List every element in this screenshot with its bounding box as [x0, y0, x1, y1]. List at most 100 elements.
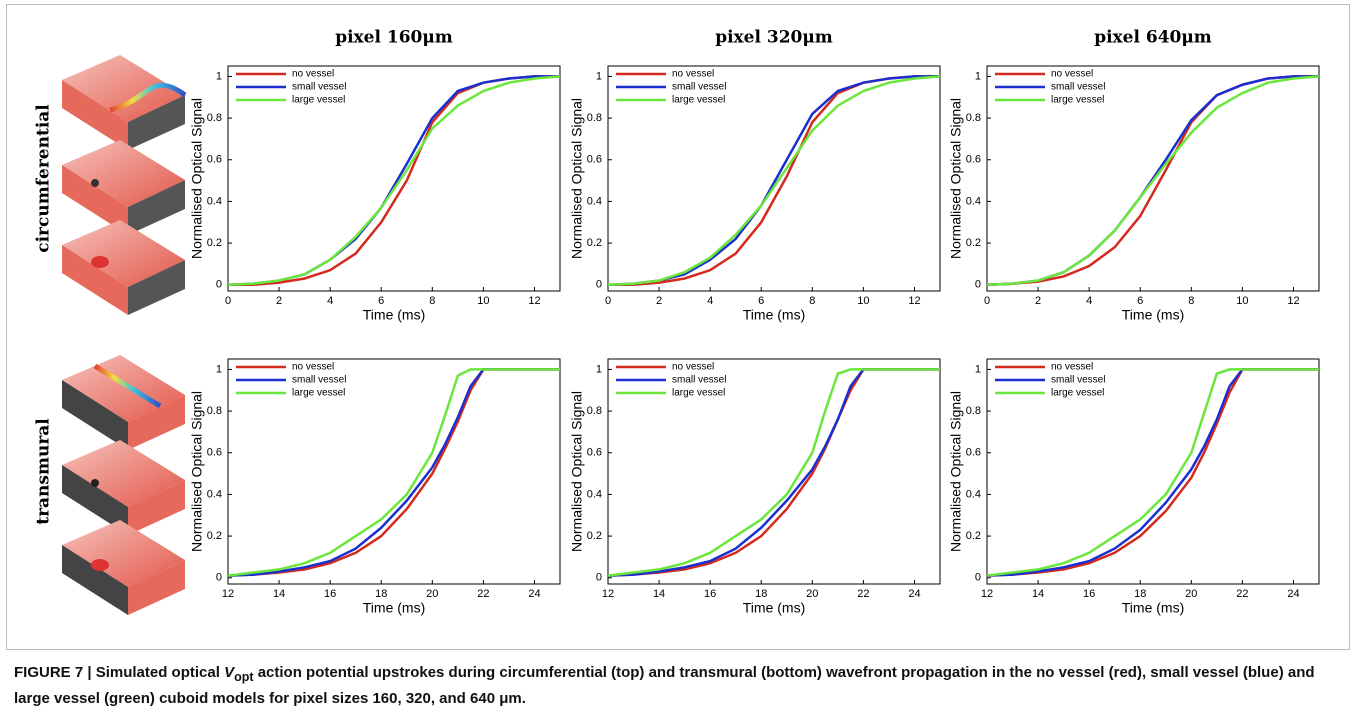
x-tick-label: 12 — [602, 588, 614, 600]
x-tick-label: 22 — [857, 588, 869, 600]
y-tick-label: 0.4 — [207, 488, 222, 500]
y-tick-label: 0.4 — [587, 488, 602, 500]
x-tick-label: 16 — [704, 588, 716, 600]
y-tick-label: 0 — [975, 279, 981, 291]
y-tick-label: 0.4 — [966, 488, 981, 500]
x-tick-label: 20 — [1185, 588, 1197, 600]
y-tick-label: 1 — [975, 70, 981, 82]
y-tick-label: 0.4 — [587, 195, 602, 207]
x-tick-label: 16 — [1083, 588, 1095, 600]
y-tick-label: 0.6 — [207, 447, 222, 459]
series-line — [227, 368, 560, 577]
y-tick-label: 0.4 — [207, 195, 222, 207]
y-tick-label: 0.8 — [966, 405, 981, 417]
series-line — [607, 75, 940, 286]
series-line — [227, 75, 560, 286]
y-axis-label: Normalised Optical Signal — [189, 98, 205, 259]
x-tick-label: 2 — [276, 295, 282, 307]
y-tick-label: 1 — [596, 70, 602, 82]
legend-label: small vessel — [292, 82, 346, 93]
series-line — [607, 368, 940, 577]
series-line — [607, 368, 940, 577]
x-tick-label: 12 — [908, 295, 920, 307]
x-tick-label: 20 — [426, 588, 438, 600]
legend-label: small vessel — [292, 375, 346, 386]
series-line — [986, 368, 1319, 577]
x-tick-label: 8 — [809, 295, 815, 307]
x-tick-label: 22 — [477, 588, 489, 600]
figure: pixel 160μm pixel 320μm pixel 640μm circumf… — [34, 28, 1320, 616]
x-axis-label: Time (ms) — [743, 600, 805, 616]
y-tick-label: 0.2 — [207, 237, 222, 249]
legend-label: small vessel — [672, 375, 726, 386]
x-tick-label: 22 — [1236, 588, 1248, 600]
x-tick-label: 20 — [806, 588, 818, 600]
y-tick-label: 0.2 — [207, 530, 222, 542]
y-tick-label: 0.8 — [207, 112, 222, 124]
column-title: pixel 160μm — [335, 28, 453, 48]
x-tick-label: 18 — [755, 588, 767, 600]
y-axis-label: Normalised Optical Signal — [569, 391, 585, 552]
plot-frame — [986, 358, 1320, 585]
legend-label: large vessel — [292, 95, 345, 106]
y-axis-label: Normalised Optical Signal — [948, 391, 964, 552]
row-label: transmural — [34, 418, 54, 525]
x-tick-label: 14 — [1032, 588, 1044, 600]
y-tick-label: 1 — [216, 70, 222, 82]
caption-rest: action potential upstrokes during circum… — [14, 664, 1315, 707]
y-tick-label: 0 — [596, 279, 602, 291]
series-line — [228, 75, 560, 286]
x-tick-label: 0 — [605, 295, 611, 307]
legend-label: no vessel — [672, 69, 714, 80]
legend-label: large vessel — [1051, 388, 1104, 399]
x-tick-label: 4 — [707, 295, 713, 307]
legend-label: no vessel — [1051, 362, 1093, 373]
y-tick-label: 0 — [216, 279, 222, 291]
x-tick-label: 0 — [984, 295, 990, 307]
x-tick-label: 2 — [656, 295, 662, 307]
x-tick-label: 8 — [1188, 295, 1194, 307]
y-tick-label: 0.6 — [966, 447, 981, 459]
x-tick-label: 8 — [429, 295, 435, 307]
y-tick-label: 0 — [596, 572, 602, 584]
y-tick-label: 0.2 — [966, 530, 981, 542]
x-axis-label: Time (ms) — [363, 307, 425, 323]
x-tick-label: 6 — [1137, 295, 1143, 307]
series-line — [607, 75, 941, 286]
y-tick-label: 0.2 — [587, 530, 602, 542]
x-tick-label: 4 — [327, 295, 333, 307]
y-axis-label: Normalised Optical Signal — [948, 98, 964, 259]
y-tick-label: 1 — [975, 363, 981, 375]
series-line — [227, 368, 560, 577]
x-tick-label: 14 — [653, 588, 665, 600]
x-tick-label: 12 — [981, 588, 993, 600]
x-tick-label: 24 — [528, 588, 540, 600]
legend-label: no vessel — [292, 362, 334, 373]
series-line — [986, 368, 1319, 577]
row-label: circumferential — [34, 104, 54, 253]
legend-label: large vessel — [672, 95, 725, 106]
x-tick-label: 14 — [273, 588, 285, 600]
x-axis-label: Time (ms) — [1122, 307, 1184, 323]
legend-label: large vessel — [1051, 95, 1104, 106]
plot-frame — [986, 65, 1320, 292]
y-tick-label: 0.6 — [587, 447, 602, 459]
y-tick-label: 0.8 — [207, 405, 222, 417]
series-line — [986, 75, 1320, 286]
cuboid-illustrations — [62, 55, 187, 615]
legend-label: large vessel — [672, 388, 725, 399]
y-tick-label: 0.2 — [966, 237, 981, 249]
legend-label: small vessel — [672, 82, 726, 93]
x-axis-label: Time (ms) — [363, 600, 425, 616]
x-tick-label: 24 — [1287, 588, 1299, 600]
x-tick-label: 12 — [1287, 295, 1299, 307]
series-line — [227, 75, 561, 286]
y-tick-label: 0.2 — [587, 237, 602, 249]
x-tick-label: 12 — [528, 295, 540, 307]
x-tick-label: 10 — [1236, 295, 1248, 307]
series-line — [227, 368, 560, 577]
caption-subscript: opt — [234, 670, 254, 684]
y-axis-label: Normalised Optical Signal — [189, 391, 205, 552]
x-tick-label: 10 — [857, 295, 869, 307]
